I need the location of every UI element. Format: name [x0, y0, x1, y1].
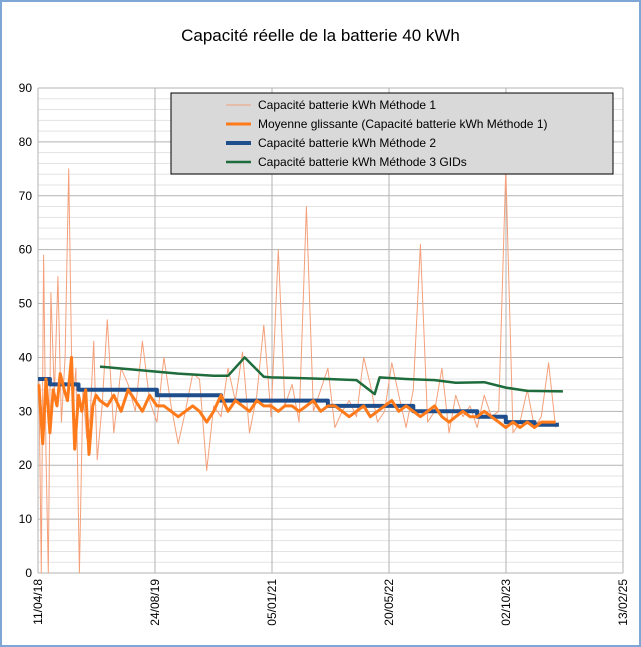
- series-line-1: [38, 168, 557, 574]
- axes: [37, 88, 623, 574]
- y-tick-label: 60: [19, 243, 33, 257]
- x-tick-label: 11/04/18: [31, 579, 45, 625]
- y-tick-label: 80: [19, 135, 33, 149]
- series-line-4: [99, 356, 563, 396]
- x-tick-label: 24/08/19: [148, 579, 162, 626]
- series-layer: [37, 168, 563, 574]
- y-tick-label: 70: [19, 189, 33, 203]
- series-line-2: [37, 355, 556, 456]
- y-tick-labels: 0 10 20 30 40 50 60 70 80 90: [19, 81, 33, 580]
- x-tick-label: 02/10/23: [499, 579, 513, 626]
- legend-label: Capacité batterie kWh Méthode 2: [258, 136, 436, 150]
- y-tick-label: 50: [19, 297, 33, 311]
- legend-label: Moyenne glissante (Capacité batterie kWh…: [258, 117, 547, 131]
- x-tick-label: 05/01/21: [265, 579, 279, 626]
- chart-title: Capacité réelle de la batterie 40 kWh: [181, 26, 460, 45]
- y-tick-label: 10: [19, 512, 33, 526]
- legend-label: Capacité batterie kWh Méthode 1: [258, 98, 436, 112]
- x-tick-labels: 11/04/18 24/08/19 05/01/21 20/05/22 02/10/23…: [31, 579, 630, 626]
- x-tick-label: 20/05/22: [382, 579, 396, 626]
- y-tick-label: 0: [25, 566, 32, 580]
- y-tick-label: 30: [19, 404, 33, 418]
- y-tick-label: 90: [19, 81, 33, 95]
- legend-box: [170, 92, 614, 175]
- x-tick-label: 13/02/25: [616, 579, 630, 626]
- legend: Capacité batterie kWh Méthode 1 Moyenne g…: [170, 92, 614, 175]
- y-tick-label: 20: [19, 458, 33, 472]
- series-line-3: [38, 377, 559, 427]
- legend-label: Capacité batterie kWh Méthode 3 GIDs: [258, 155, 467, 169]
- y-tick-label: 40: [19, 350, 33, 364]
